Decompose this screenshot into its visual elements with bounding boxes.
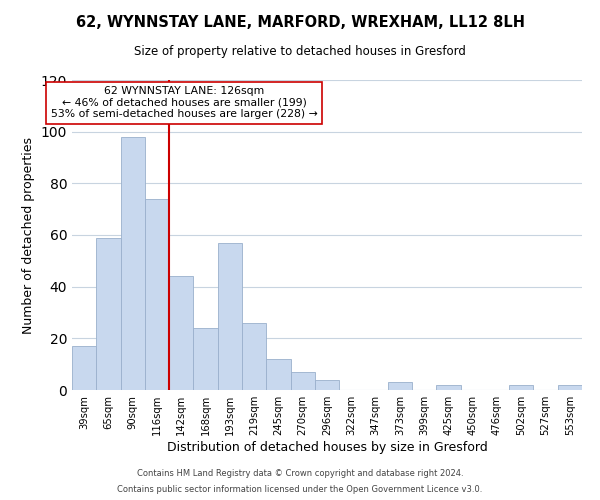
Bar [242,323,266,390]
Bar [315,380,339,390]
Bar [169,276,193,390]
Bar [72,346,96,390]
Y-axis label: Number of detached properties: Number of detached properties [22,136,35,334]
Bar [436,385,461,390]
Text: Size of property relative to detached houses in Gresford: Size of property relative to detached ho… [134,45,466,58]
Bar [145,199,169,390]
Bar [96,238,121,390]
Text: Contains HM Land Registry data © Crown copyright and database right 2024.: Contains HM Land Registry data © Crown c… [137,468,463,477]
Bar [193,328,218,390]
Text: Contains public sector information licensed under the Open Government Licence v3: Contains public sector information licen… [118,485,482,494]
Bar [558,385,582,390]
X-axis label: Distribution of detached houses by size in Gresford: Distribution of detached houses by size … [167,441,487,454]
Bar [290,372,315,390]
Bar [509,385,533,390]
Bar [121,137,145,390]
Bar [388,382,412,390]
Bar [218,243,242,390]
Text: 62 WYNNSTAY LANE: 126sqm
← 46% of detached houses are smaller (199)
53% of semi-: 62 WYNNSTAY LANE: 126sqm ← 46% of detach… [51,86,317,120]
Bar [266,359,290,390]
Text: 62, WYNNSTAY LANE, MARFORD, WREXHAM, LL12 8LH: 62, WYNNSTAY LANE, MARFORD, WREXHAM, LL1… [76,15,524,30]
